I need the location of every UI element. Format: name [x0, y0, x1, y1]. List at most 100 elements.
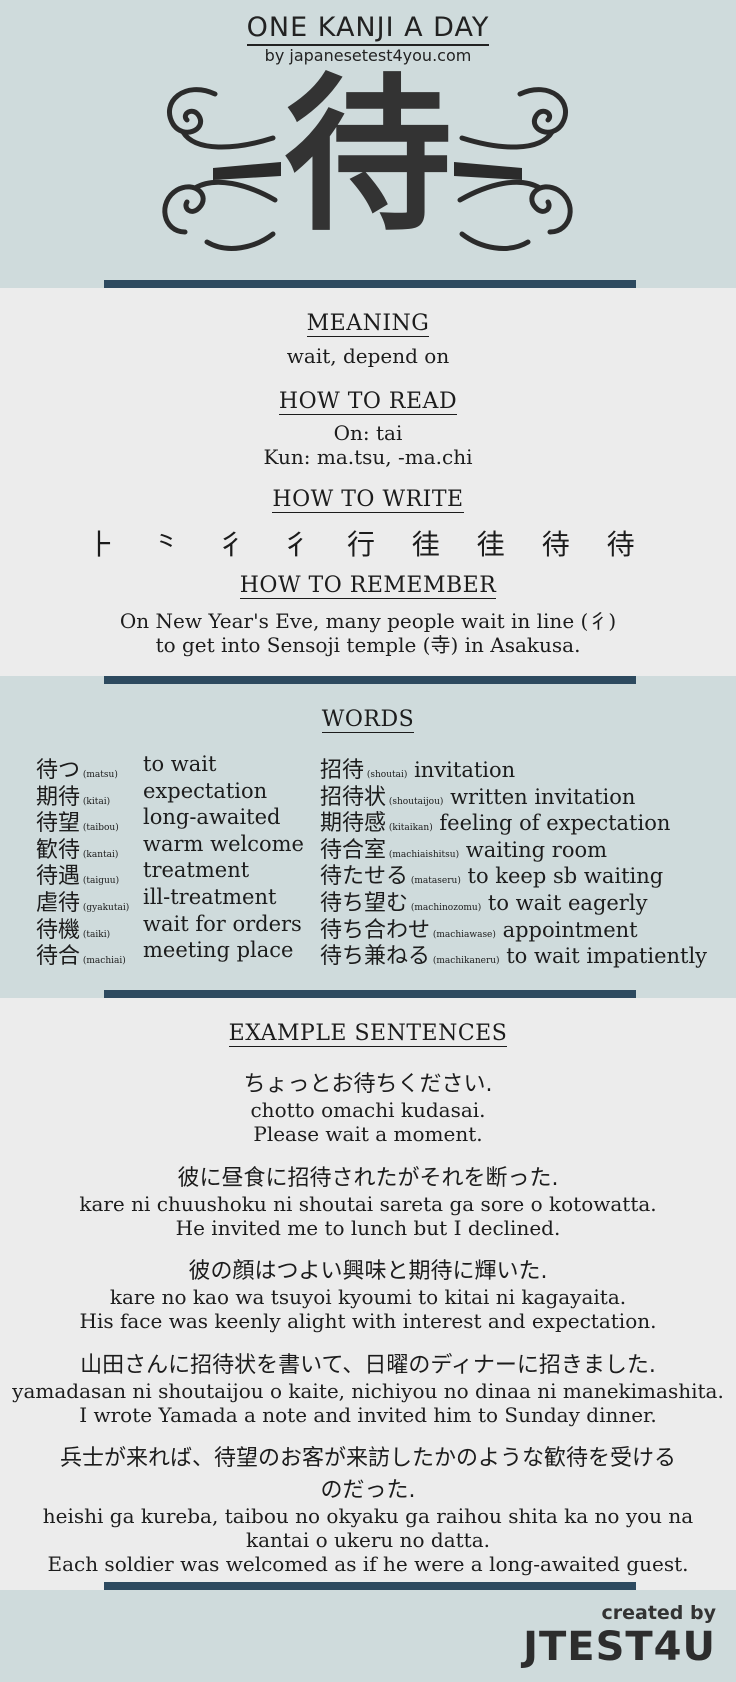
- word-entry: 期待感 (kitaikan) feeling of expectation: [320, 805, 670, 837]
- example-english: His face was keenly alight with interest…: [79, 1309, 657, 1333]
- word-meaning: to wait impatiently: [499, 944, 708, 969]
- featured-kanji: 待: [284, 58, 452, 254]
- word-kanji: 待遇: [36, 864, 81, 890]
- word-reading: (matsu): [80, 770, 118, 780]
- word-reading: (machiai): [80, 956, 126, 967]
- example-1: ちょっとお待ちください. chotto omachi kudasai. Plea…: [0, 1066, 736, 1146]
- word-meaning: warm welcome: [143, 831, 304, 856]
- word-entry: 招待状 (shoutaijou) written invitation: [320, 779, 635, 811]
- word-kanji: 招待状: [320, 784, 387, 810]
- reading-on: On: tai: [333, 421, 403, 445]
- words-heading: WORDS: [321, 707, 415, 733]
- word-meaning: feeling of expectation: [432, 811, 671, 836]
- remember-line-1: On New Year's Eve, many people wait in l…: [119, 609, 617, 633]
- word-reading: (machinozomu): [408, 903, 482, 913]
- divider: [104, 990, 636, 998]
- meaning-text: wait, depend on: [286, 344, 450, 368]
- word-kanji: 待つ: [36, 758, 81, 783]
- example-japanese: ちょっとお待ちください.: [243, 1072, 493, 1097]
- word-entry: 待つ (matsu): [36, 752, 118, 784]
- examples-heading: EXAMPLE SENTENCES: [228, 1021, 508, 1047]
- writing-heading: HOW TO WRITE: [272, 487, 464, 513]
- word-reading: (kitaikan): [386, 823, 433, 834]
- example-english: Each soldier was welcomed as if he were …: [47, 1552, 689, 1576]
- word-kanji: 招待: [320, 758, 365, 783]
- info-section: [0, 288, 736, 676]
- word-entry: 期待 (kitai): [36, 779, 110, 811]
- word-reading: (gyakutai): [80, 903, 130, 913]
- word-meaning: to keep sb waiting: [460, 864, 664, 889]
- example-romaji: yamadasan ni shoutaijou o kaite, nichiyo…: [12, 1379, 724, 1403]
- word-reading: (shoutaijou): [386, 796, 444, 807]
- divider: [104, 280, 636, 288]
- word-reading: (mataseru): [408, 876, 461, 887]
- word-meaning: long-awaited: [143, 805, 281, 830]
- example-japanese: 山田さんに招待状を書いて、日曜のディナーに招きました.: [80, 1353, 656, 1378]
- word-entry: 待遇 (taiguu): [36, 858, 119, 890]
- word-kanji: 期待感: [320, 811, 387, 837]
- remember-line-2: to get into Sensoji temple (寺) in Asakus…: [155, 633, 581, 657]
- example-3: 彼の顔はつよい興味と期待に輝いた. kare no kao wa tsuyoi …: [0, 1253, 736, 1333]
- word-entry: 待ち兼ねる (machikaneru) to wait impatiently: [320, 938, 707, 970]
- word-reading: (shoutai): [364, 770, 408, 780]
- example-japanese-cont: のだった.: [320, 1478, 416, 1503]
- example-romaji: kare ni chuushoku ni shoutai sareta ga s…: [79, 1192, 657, 1216]
- word-reading: (machikaneru): [430, 956, 500, 967]
- example-2: 彼に昼食に招待されたがそれを断った. kare ni chuushoku ni …: [0, 1160, 736, 1240]
- example-4: 山田さんに招待状を書いて、日曜のディナーに招きました. yamadasan ni…: [0, 1347, 736, 1427]
- example-japanese: 彼の顔はつよい興味と期待に輝いた.: [188, 1259, 548, 1284]
- word-kanji: 虐待: [36, 891, 81, 916]
- word-meaning: meeting place: [143, 938, 294, 963]
- example-romaji: chotto omachi kudasai.: [250, 1098, 486, 1122]
- word-kanji: 待合室: [320, 837, 387, 863]
- word-entry: 待ち合わせ (machiawase) appointment: [320, 912, 638, 944]
- word-entry: 待ち望む (machinozomu) to wait eagerly: [320, 885, 647, 917]
- example-japanese: 彼に昼食に招待されたがそれを断った.: [177, 1166, 559, 1191]
- word-kanji: 歓待: [36, 837, 81, 863]
- word-kanji: 待ち望む: [320, 891, 409, 916]
- word-reading: (machiawase): [430, 929, 496, 940]
- series-title: ONE KANJI A DAY: [0, 12, 736, 46]
- word-kanji: 待ち兼ねる: [320, 944, 431, 970]
- word-entry: 待たせる (mataseru) to keep sb waiting: [320, 858, 663, 890]
- example-english: He invited me to lunch but I declined.: [175, 1216, 561, 1240]
- word-reading: (kitai): [80, 796, 111, 807]
- brand-logo: JTEST4U: [523, 1624, 716, 1670]
- word-meaning: appointment: [495, 917, 638, 942]
- example-japanese: 兵士が来れば、待望のお客が来訪したかのような歓待を受ける: [59, 1446, 676, 1471]
- word-reading: (taiguu): [80, 876, 120, 887]
- example-english: I wrote Yamada a note and invited him to…: [79, 1403, 657, 1427]
- word-entry: 招待 (shoutai) invitation: [320, 752, 515, 784]
- reading-heading: HOW TO READ: [278, 389, 458, 415]
- stroke-order: ⺊ ⺀ 彳 彳 行 徍 徍 待 待: [87, 528, 649, 561]
- word-entry: 待合室 (machiaishitsu) waiting room: [320, 832, 607, 864]
- example-romaji-cont: kantai o ukeru no datta.: [245, 1528, 491, 1552]
- divider: [104, 676, 636, 684]
- byline: by japanesetest4you.com: [264, 46, 472, 65]
- word-entry: 待合 (machiai): [36, 938, 126, 970]
- word-reading: (taiki): [80, 929, 111, 940]
- created-by-label: created by: [601, 1602, 716, 1624]
- word-entry: 虐待 (gyakutai): [36, 885, 129, 917]
- word-meaning: waiting room: [459, 837, 608, 862]
- divider: [104, 1582, 636, 1590]
- example-romaji: kare no kao wa tsuyoi kyoumi to kitai ni…: [109, 1285, 627, 1309]
- scroll-ornament-right-icon: [454, 87, 573, 251]
- word-kanji: 待たせる: [320, 864, 409, 890]
- word-meaning: invitation: [407, 758, 516, 782]
- word-kanji: 待機: [36, 917, 81, 943]
- word-meaning: to wait: [143, 752, 217, 776]
- remember-heading: HOW TO REMEMBER: [239, 573, 497, 599]
- word-reading: (taibou): [80, 823, 119, 834]
- word-meaning: written invitation: [443, 784, 636, 809]
- word-meaning: expectation: [143, 778, 268, 803]
- scroll-ornament-left-icon: [162, 87, 281, 251]
- words-section: [0, 684, 736, 990]
- header: [0, 0, 736, 284]
- word-entry: 歓待 (kantai): [36, 832, 118, 864]
- word-reading: (kantai): [80, 849, 119, 860]
- word-entry: 待機 (taiki): [36, 912, 110, 944]
- word-entry: 待望 (taibou): [36, 805, 119, 837]
- example-5: 兵士が来れば、待望のお客が来訪したかのような歓待を受ける のだった. heish…: [0, 1440, 736, 1576]
